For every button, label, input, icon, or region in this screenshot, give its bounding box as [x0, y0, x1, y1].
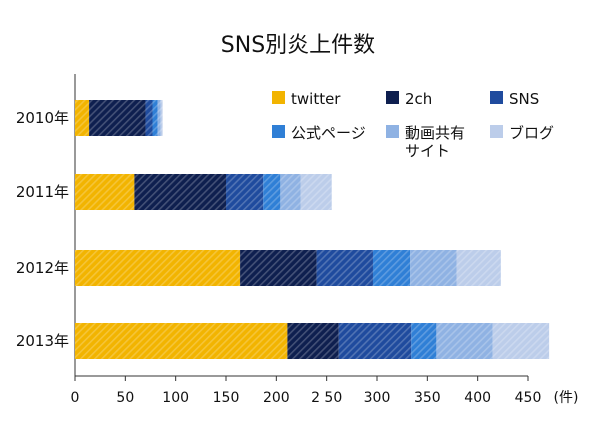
bar-texture-2-5 — [280, 174, 301, 210]
bar-texture-4-6 — [492, 323, 550, 359]
x-tick-label: 400 — [464, 390, 491, 406]
legend-swatch-1 — [272, 91, 285, 104]
legend-label-5: 動画共有 — [405, 124, 465, 142]
legend-swatch-2 — [386, 91, 399, 104]
bar-texture-2-3 — [226, 174, 264, 210]
bar-texture-3-2 — [240, 250, 317, 286]
x-tick-label: 150 — [213, 390, 240, 406]
bar-texture-3-3 — [316, 250, 373, 286]
bar-texture-1-1 — [75, 100, 90, 136]
category-label: 2012年 — [16, 259, 69, 277]
x-tick-label: 50 — [116, 390, 134, 406]
bar-texture-2-2 — [134, 174, 226, 210]
legend-swatch-4 — [272, 125, 285, 138]
x-unit-label: (件) — [554, 390, 579, 406]
bar-texture-1-3 — [145, 100, 153, 136]
bar-texture-3-5 — [410, 250, 457, 286]
category-label: 2011年 — [16, 183, 69, 201]
bar-texture-2-4 — [263, 174, 281, 210]
plot-area: 2010年 2011年 2012年 2013年 0 50 100 150 200 2 50 300 3… — [16, 74, 579, 406]
bar-texture-4-5 — [436, 323, 493, 359]
x-tick-label: 350 — [414, 390, 441, 406]
bar-texture-1-2 — [89, 100, 146, 136]
chart-title: SNS別炎上件数 — [221, 33, 375, 58]
bar-texture-4-3 — [338, 323, 412, 359]
x-tick-label: 100 — [162, 390, 189, 406]
legend-label-1: twitter — [291, 90, 341, 108]
bar-texture-4-1 — [75, 323, 288, 359]
legend-swatch-5 — [386, 125, 399, 138]
bar-texture-4-2 — [287, 323, 339, 359]
bar-texture-3-4 — [372, 250, 411, 286]
x-tick-label: 2 50 — [311, 390, 342, 406]
bar-texture-1-6 — [160, 100, 163, 136]
legend-label-3: SNS — [509, 90, 539, 108]
x-tick-label: 300 — [364, 390, 391, 406]
legend-swatch-3 — [490, 91, 503, 104]
bar-texture-3-6 — [456, 250, 501, 286]
bar-texture-1-4 — [152, 100, 158, 136]
legend-label-4: 公式ページ — [291, 124, 366, 142]
bar-texture-4-4 — [411, 323, 437, 359]
bar-texture-3-1 — [75, 250, 241, 286]
bar-texture-2-6 — [300, 174, 332, 210]
legend-label-2: 2ch — [405, 90, 432, 108]
x-tick-label: 200 — [263, 390, 290, 406]
bar-texture-2-1 — [75, 174, 135, 210]
legend-swatch-6 — [490, 125, 503, 138]
legend-label-5: サイト — [405, 142, 450, 160]
category-label: 2013年 — [16, 332, 69, 350]
x-tick-label: 450 — [515, 390, 542, 406]
x-tick-label: 0 — [71, 390, 80, 406]
bar-texture-1-5 — [157, 100, 161, 136]
category-label: 2010年 — [16, 109, 69, 127]
legend-label-6: ブログ — [509, 124, 554, 142]
